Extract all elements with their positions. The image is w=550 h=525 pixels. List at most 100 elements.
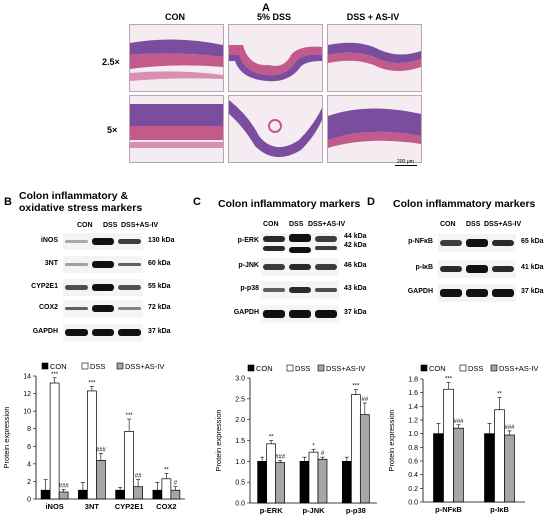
significance-mark: ## bbox=[361, 397, 368, 403]
significance-mark: # bbox=[174, 481, 178, 487]
x-tick-label: p-NFκB bbox=[435, 505, 462, 514]
y-tick-label: 1.4 bbox=[408, 404, 418, 411]
blot-band bbox=[315, 264, 337, 270]
significance-mark: ** bbox=[497, 391, 502, 397]
bar bbox=[96, 459, 106, 500]
y-tick-label: 4 bbox=[27, 461, 31, 468]
y-tick-label: 2 bbox=[27, 479, 31, 486]
legend-label: DSS bbox=[468, 364, 483, 373]
blot-band bbox=[91, 283, 115, 292]
significance-mark: ### bbox=[96, 447, 107, 453]
significance-mark: ** bbox=[269, 435, 274, 441]
blot-strip bbox=[261, 305, 339, 323]
bar bbox=[257, 460, 268, 504]
bar bbox=[299, 460, 310, 504]
y-tick-label: 0.8 bbox=[408, 445, 418, 452]
significance-mark: * bbox=[312, 443, 315, 449]
bar bbox=[504, 434, 515, 503]
kda-label: 60 kDa bbox=[148, 259, 171, 267]
significance-mark: *** bbox=[88, 381, 96, 387]
y-tick-label: 0.0 bbox=[408, 500, 418, 507]
blot-band bbox=[118, 328, 141, 337]
blot-band bbox=[91, 328, 115, 337]
lane-label: CON bbox=[263, 221, 279, 228]
blot-band bbox=[65, 328, 88, 337]
significance-mark: *** bbox=[445, 376, 453, 382]
bar bbox=[78, 489, 88, 500]
blot-band bbox=[65, 306, 88, 311]
kda-label: 41 kDa bbox=[521, 264, 544, 271]
bar bbox=[317, 458, 328, 504]
bar bbox=[170, 489, 181, 500]
blot-band bbox=[315, 287, 337, 293]
legend-label: DSS bbox=[90, 362, 105, 371]
blot-band bbox=[466, 238, 488, 248]
significance-mark: ### bbox=[453, 419, 464, 425]
significance-mark: ## bbox=[135, 474, 142, 480]
protein-label: p-p38 bbox=[240, 285, 259, 292]
bar bbox=[453, 427, 464, 503]
bar bbox=[443, 388, 454, 503]
blot-strip bbox=[438, 234, 516, 252]
y-axis-label: Protein expression bbox=[2, 406, 11, 468]
blot-band bbox=[118, 238, 141, 245]
legend-swatch bbox=[41, 362, 49, 370]
lane-label: DSS bbox=[289, 221, 304, 228]
blot-band bbox=[263, 287, 285, 293]
legend-swatch bbox=[81, 362, 89, 370]
blot-band bbox=[263, 309, 285, 319]
histology-image-dss-row1 bbox=[228, 24, 323, 92]
blot-band bbox=[440, 240, 462, 246]
histology-image-dss-asiv-row2 bbox=[327, 95, 422, 163]
bar bbox=[266, 443, 277, 504]
kda-label: 46 kDa bbox=[344, 262, 367, 269]
y-tick-label: 3.0 bbox=[235, 376, 245, 383]
legend-swatch bbox=[420, 364, 428, 372]
blot-band bbox=[263, 235, 285, 242]
scale-bar-label: 200 μm bbox=[397, 159, 414, 165]
panel-d-bar-chart: CON DSS DSS+AS-IV 0.0 0.2 0.4 0.6 0.8 1.0 1.2 1.4 1… bbox=[387, 364, 538, 514]
protein-label: p-JNK bbox=[238, 262, 259, 269]
bar bbox=[133, 486, 143, 500]
blot-band bbox=[65, 240, 88, 243]
histo-col-dss: 5% DSS bbox=[256, 12, 291, 22]
bar bbox=[124, 430, 134, 500]
histology-image-dss-asiv-row1 bbox=[327, 24, 422, 92]
protein-label: p-IκB bbox=[415, 264, 433, 271]
blot-band bbox=[492, 239, 514, 247]
y-tick-label: 12 bbox=[23, 391, 31, 398]
y-tick-label: 0.2 bbox=[408, 486, 418, 493]
lane-label: DSS+AS-IV bbox=[484, 221, 522, 228]
bar bbox=[161, 478, 172, 500]
histo-col-con: CON bbox=[165, 12, 185, 22]
panel-d-title: Colon inflammatory markers bbox=[393, 198, 536, 210]
legend-label: CON bbox=[50, 362, 67, 371]
significance-mark: ** bbox=[164, 468, 169, 474]
blot-strip bbox=[63, 324, 143, 341]
kda-label: 72 kDa bbox=[148, 303, 171, 311]
kda-label: 37 kDa bbox=[521, 288, 544, 295]
scale-bar bbox=[395, 165, 417, 166]
kda-label: 42 kDa bbox=[344, 242, 367, 249]
legend-label: DSS+AS-IV bbox=[499, 364, 538, 373]
y-tick-label: 0 bbox=[27, 497, 31, 504]
histo-row-5x: 5× bbox=[107, 125, 118, 135]
lane-label: DSS bbox=[103, 222, 118, 229]
blot-band bbox=[289, 309, 311, 319]
blot-band bbox=[466, 288, 488, 298]
lane-label: DSS bbox=[466, 221, 481, 228]
kda-label: 55 kDa bbox=[148, 282, 171, 290]
kda-label: 65 kDa bbox=[521, 238, 544, 245]
blot-band bbox=[91, 260, 115, 269]
significance-mark: *** bbox=[352, 384, 360, 390]
blot-strip bbox=[261, 233, 339, 253]
blot-band bbox=[440, 288, 462, 298]
y-tick-label: 0.6 bbox=[408, 459, 418, 466]
lane-label: DSS+AS-IV bbox=[121, 222, 159, 229]
legend-label: CON bbox=[429, 364, 446, 373]
legend-swatch bbox=[286, 364, 294, 372]
blot-band bbox=[263, 264, 285, 270]
blot-strip bbox=[261, 281, 339, 299]
bar bbox=[484, 433, 495, 503]
protein-label: iNOS bbox=[40, 236, 58, 244]
